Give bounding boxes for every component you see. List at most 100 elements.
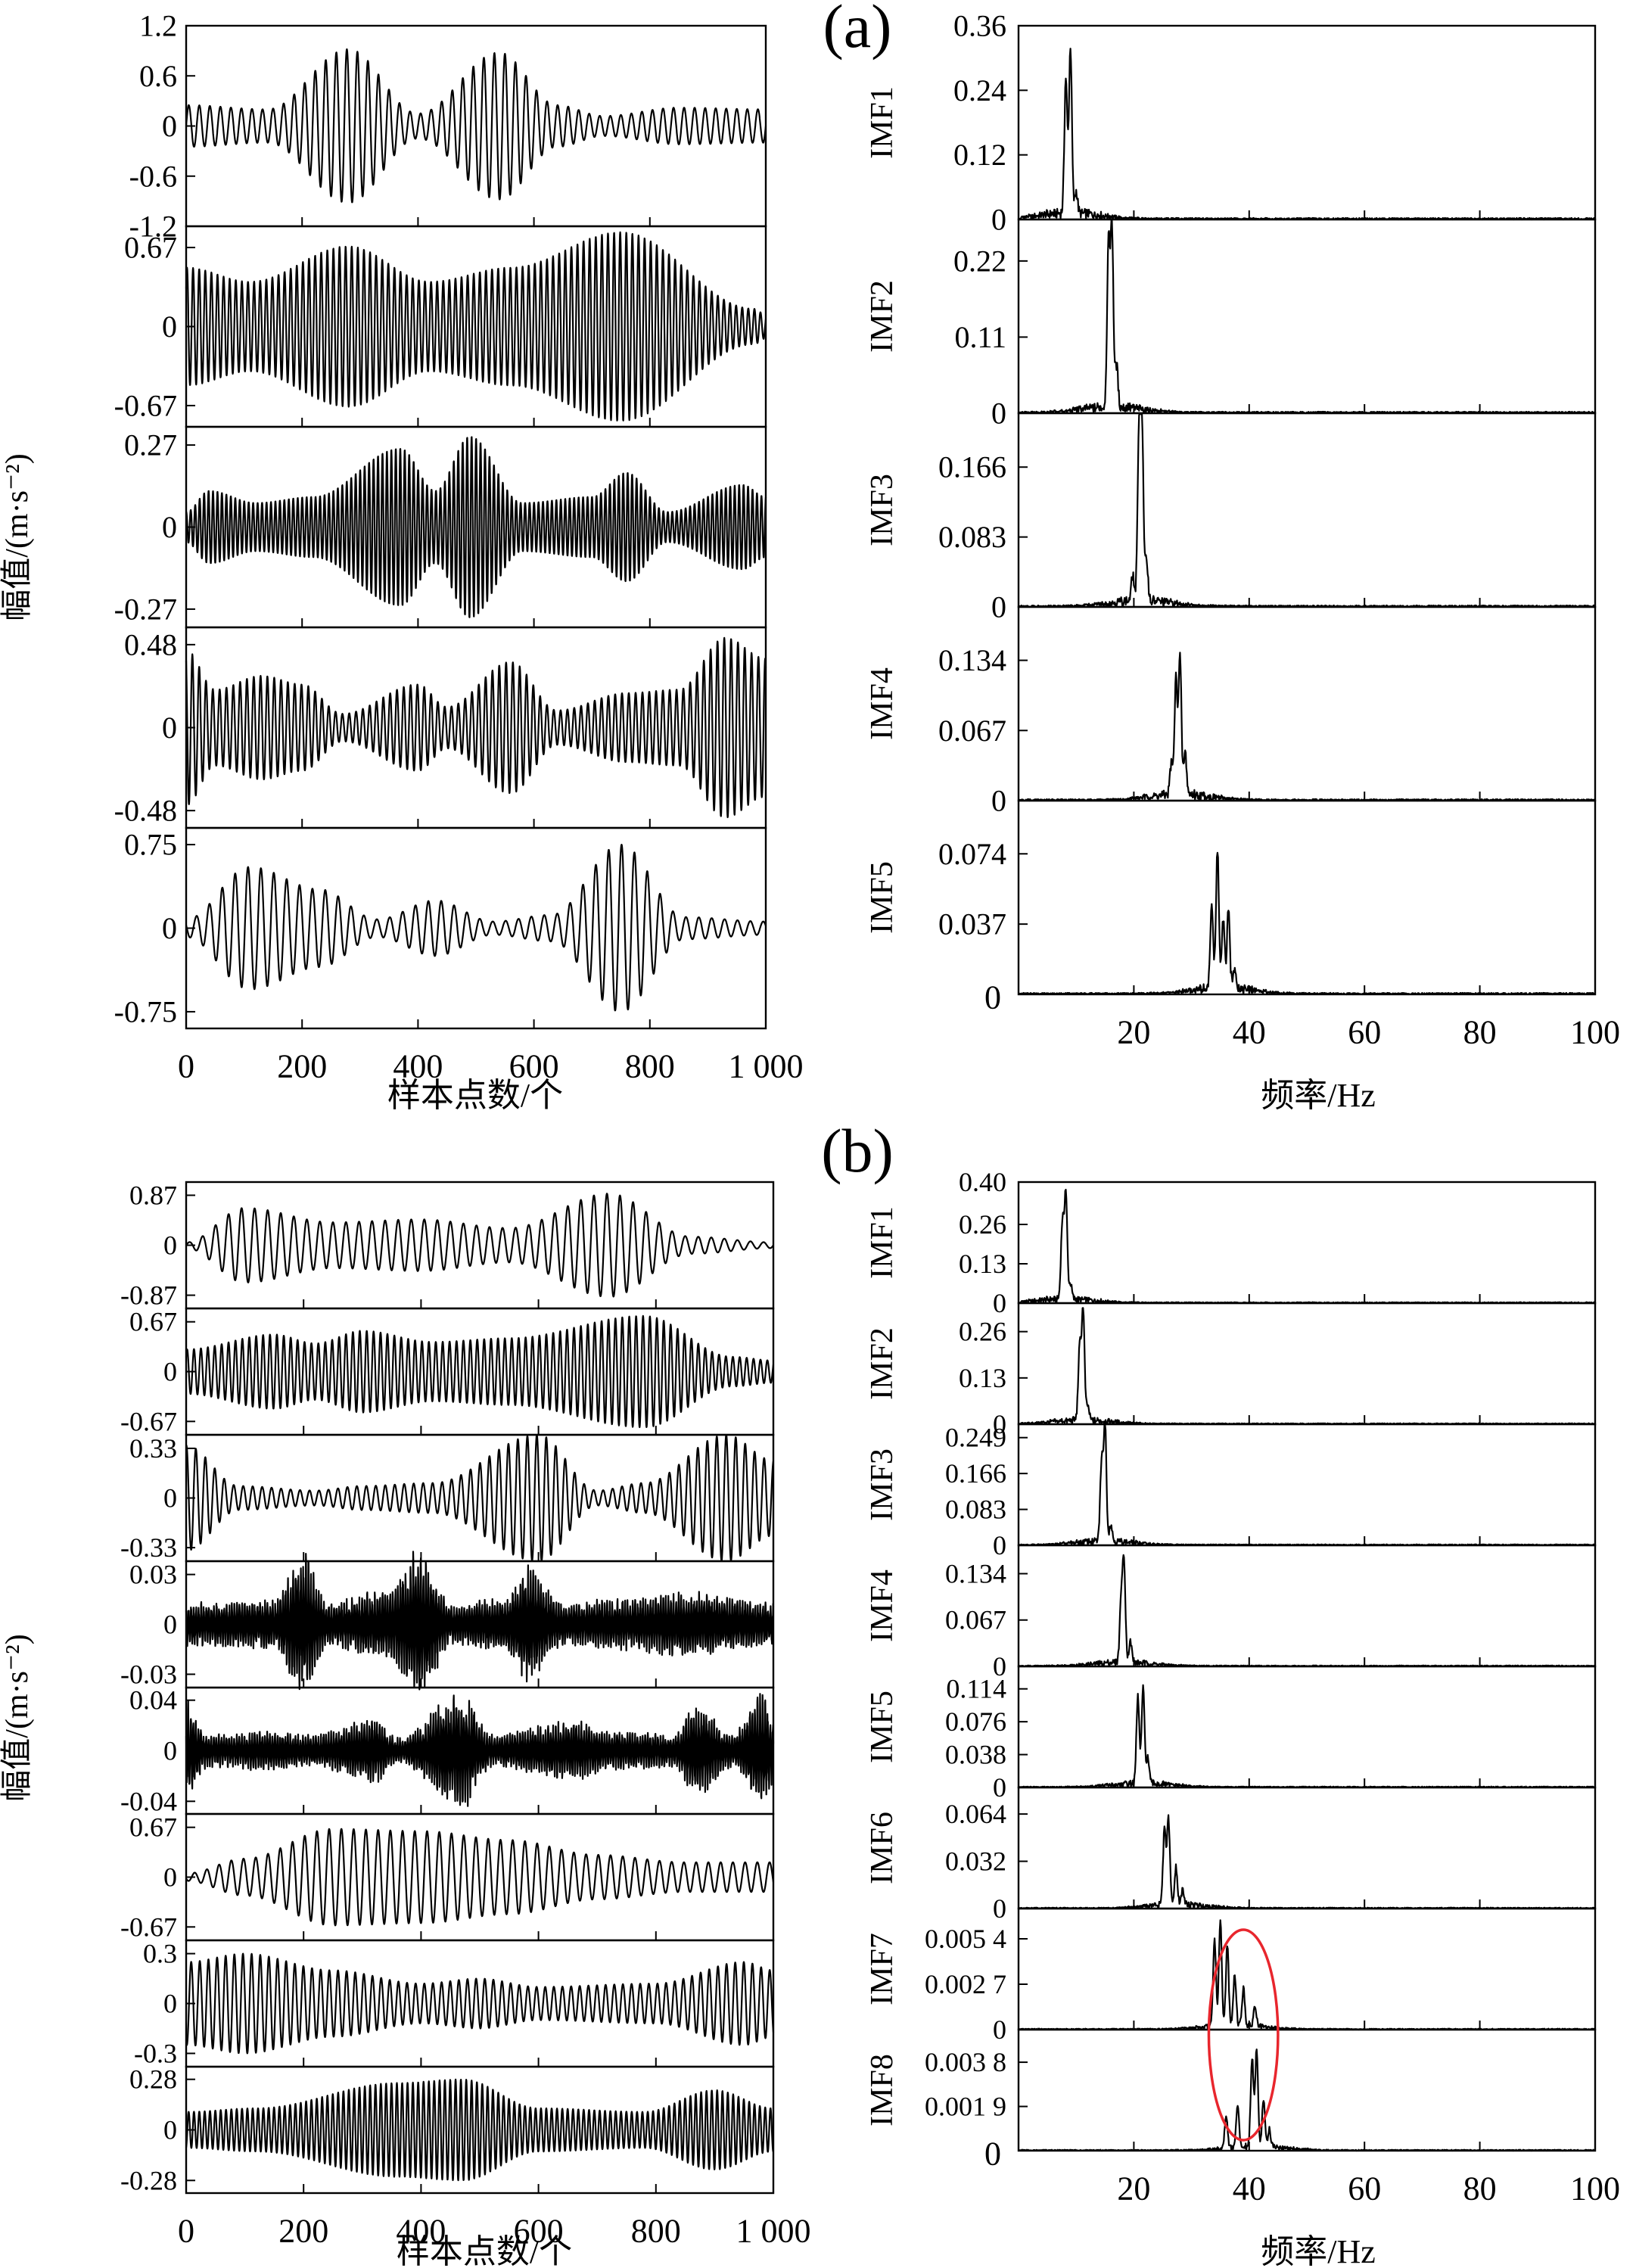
waveform-IMF6-ytick-label: -0.67 xyxy=(120,1912,177,1942)
spectrum-IMF6-ytick-label: 0.032 xyxy=(945,1846,1006,1877)
spectrum-IMF5-label: IMF5 xyxy=(865,861,900,934)
spectrum-IMF1-line xyxy=(1018,1188,1596,1305)
spectrum-xtick-label: 100 xyxy=(1570,2170,1620,2207)
waveform-IMF1-line xyxy=(185,48,767,204)
waveform-IMF5-ytick-label: -0.04 xyxy=(120,1786,177,1816)
panel-b-spectrum-xlabel: 频率/Hz xyxy=(1261,2233,1376,2268)
spectrum-IMF3-line xyxy=(1018,413,1596,608)
spectrum-IMF7-ytick-label: 0.005 4 xyxy=(925,1924,1006,1954)
waveform-IMF1-ytick-label: -0.87 xyxy=(120,1280,177,1311)
spectrum-xtick-label: 40 xyxy=(1233,1014,1266,1051)
waveform-IMF2-ytick-label: -0.67 xyxy=(120,1406,177,1436)
spectrum-IMF4-label: IMF4 xyxy=(865,1570,900,1642)
spectrum-IMF4-label: IMF4 xyxy=(865,667,900,740)
spectrum-IMF5-line xyxy=(1018,851,1596,996)
waveform-xtick-label: 800 xyxy=(625,1048,675,1085)
panel-b-spectrum: 0 0.13 0.26 0.40 IMF1 0 0.13 0.26 IMF2 0 0.083 0.16… xyxy=(865,1167,1620,2207)
waveform-xtick-label: 800 xyxy=(631,2213,681,2250)
spectrum-IMF2-label: IMF2 xyxy=(865,280,900,353)
spectrum-IMF6-line xyxy=(1018,1814,1596,1910)
spectrum-IMF2-frame xyxy=(1017,1302,1597,1426)
spectrum-IMF4-ytick-label: 0.067 xyxy=(945,1605,1006,1635)
spectrum-IMF4-frame xyxy=(1017,1544,1597,1668)
waveform-IMF2-ytick-label: -0.67 xyxy=(114,388,177,422)
spectrum-IMF3-line xyxy=(1018,1423,1596,1547)
spectrum-IMF6-ytick-label: 0 xyxy=(993,1893,1006,1924)
spectrum-IMF7-ytick-label: 0.002 7 xyxy=(925,1969,1006,1999)
spectrum-IMF1-ytick-label: 0.36 xyxy=(953,9,1006,43)
waveform-IMF2-line xyxy=(185,231,767,422)
spectrum-xtick-label: 20 xyxy=(1117,2170,1150,2207)
panel-a-waveform: 1.2 0.6 0 -0.6 -1.20.67 0 -0.67 0.27 0 -0.270.48 0… xyxy=(114,9,804,1085)
waveform-IMF5-ytick-label: -0.75 xyxy=(114,994,177,1028)
panel-b: (b) 0.870-0.870.670-0.670.330-0.330.030-… xyxy=(0,1116,1620,2268)
spectrum-IMF2-ytick-label: 0.11 xyxy=(954,320,1006,354)
waveform-IMF1-ytick-label: 0.6 xyxy=(139,59,177,93)
waveform-xtick-label: 1 000 xyxy=(729,1048,804,1085)
waveform-IMF4-line xyxy=(185,636,767,819)
waveform-IMF3-line xyxy=(185,436,767,618)
spectrum-IMF1-ytick-label: 0.24 xyxy=(953,73,1006,107)
panel-a-spectrum: 0 0.12 0.24 0.36 IMF1 0 0.11 0.22 IMF2 0 0.083 0.16… xyxy=(865,9,1620,1051)
waveform-xtick-label: 200 xyxy=(277,1048,327,1085)
spectrum-IMF1-frame xyxy=(1017,24,1597,221)
waveform-IMF1-ytick-label: 1.2 xyxy=(139,9,177,43)
waveform-IMF4-ytick-label: 0.03 xyxy=(129,1560,177,1590)
spectrum-xtick-label: 100 xyxy=(1570,1014,1620,1051)
waveform-IMF1-ytick-label: 0 xyxy=(162,109,177,143)
panel-a: (a) 1.20.60-0.6-1.20.670-0.670.270-0.270… xyxy=(0,0,1620,1114)
waveform-IMF7-line xyxy=(185,1952,775,2055)
spectrum-IMF5-frame xyxy=(1017,799,1597,996)
spectrum-IMF3-ytick-label: 0.166 xyxy=(945,1458,1006,1489)
waveform-IMF6-line xyxy=(185,1828,775,1927)
waveform-IMF2-ytick-label: 0.67 xyxy=(124,231,177,265)
spectrum-IMF8-ytick-label: 0.001 9 xyxy=(925,2092,1006,2122)
spectrum-xtick-label: 80 xyxy=(1463,1014,1497,1051)
waveform-IMF3-ytick-label: 0.33 xyxy=(129,1433,177,1464)
panel-b-label: (b) xyxy=(821,1116,894,1185)
waveform-IMF6-ytick-label: 0 xyxy=(163,1862,177,1893)
spectrum-xtick-label: 80 xyxy=(1463,2170,1497,2207)
spectrum-IMF3-label: IMF3 xyxy=(865,1448,900,1521)
spectrum-IMF6-label: IMF6 xyxy=(865,1812,900,1884)
spectrum-IMF5-ytick-label: 0.076 xyxy=(945,1706,1006,1737)
waveform-IMF3-ytick-label: 0 xyxy=(163,1483,177,1514)
spectrum-IMF1-ytick-label: 0.12 xyxy=(953,138,1006,172)
spectrum-IMF4-line xyxy=(1018,1554,1596,1668)
spectrum-IMF2-ytick-label: 0.22 xyxy=(953,244,1006,278)
spectrum-IMF1-ytick-label: 0 xyxy=(991,203,1006,237)
waveform-IMF8-ytick-label: 0 xyxy=(163,2115,177,2145)
waveform-xtick-label: 0 xyxy=(178,1048,194,1085)
waveform-IMF2-line xyxy=(185,1314,775,1429)
spectrum-IMF8-ytick-label: 0.003 8 xyxy=(925,2047,1006,2077)
panel-a-spectrum-xlabel: 频率/Hz xyxy=(1261,1077,1376,1114)
spectrum-IMF8-label: IMF8 xyxy=(865,2054,900,2126)
spectrum-xtick-label: 20 xyxy=(1117,1014,1150,1051)
waveform-xtick-label: 400 xyxy=(393,1048,443,1085)
waveform-IMF8-line xyxy=(185,2078,774,2182)
waveform-IMF2-ytick-label: 0 xyxy=(162,310,177,344)
spectrum-IMF4-ytick-label: 0.134 xyxy=(945,1558,1006,1588)
spectrum-IMF1-frame xyxy=(1017,1181,1597,1305)
spectrum-IMF5-ytick-label: 0.037 xyxy=(938,907,1006,941)
waveform-IMF3-ytick-label: 0 xyxy=(162,510,177,544)
waveform-IMF1-ytick-label: -0.6 xyxy=(129,159,177,193)
spectrum-IMF2-ytick-label: 0.26 xyxy=(959,1317,1006,1347)
spectrum-IMF3-frame xyxy=(1017,1423,1597,1547)
waveform-IMF5-ytick-label: 0 xyxy=(162,911,177,945)
waveform-xtick-label: 0 xyxy=(178,2213,194,2250)
spectrum-IMF2-ytick-label: 0 xyxy=(991,397,1006,431)
spectrum-IMF4-ytick-label: 0.134 xyxy=(938,643,1006,677)
spectrum-origin-label: 0 xyxy=(984,979,1001,1016)
spectrum-IMF5-label: IMF5 xyxy=(865,1691,900,1763)
spectrum-IMF2-label: IMF2 xyxy=(865,1327,900,1400)
spectrum-IMF6-frame xyxy=(1017,1786,1597,1910)
spectrum-IMF5-ytick-label: 0.114 xyxy=(946,1674,1006,1704)
spectrum-xtick-label: 60 xyxy=(1348,2170,1381,2207)
waveform-IMF7-ytick-label: 0.3 xyxy=(143,1939,177,1969)
spectrum-IMF1-ytick-label: 0.40 xyxy=(959,1167,1006,1197)
waveform-IMF1-ytick-label: 0.87 xyxy=(129,1180,177,1210)
spectrum-IMF1-label: IMF1 xyxy=(865,86,900,159)
spectrum-IMF2-ytick-label: 0 xyxy=(993,1409,1006,1439)
